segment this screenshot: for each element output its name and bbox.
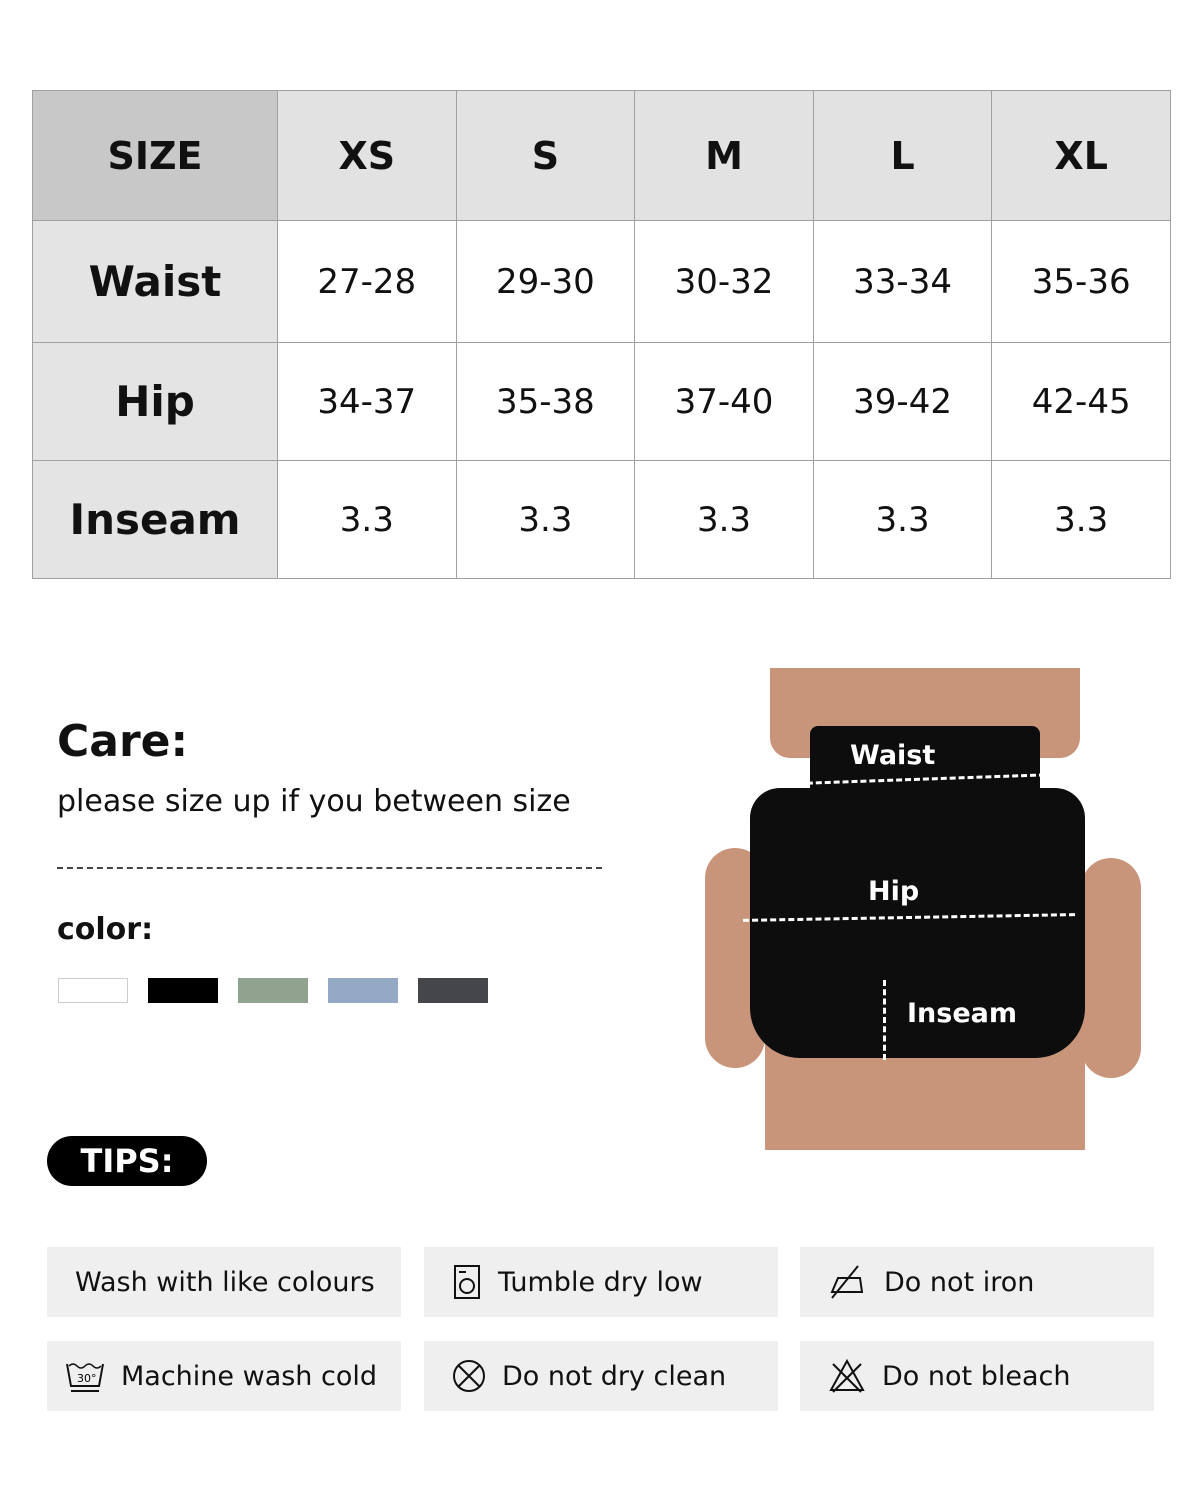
tip-text: Machine wash cold	[121, 1360, 377, 1392]
cell: 29-30	[455, 220, 636, 343]
tips-badge: TIPS:	[47, 1136, 207, 1186]
svg-text:30°: 30°	[77, 1372, 97, 1385]
header-cell: SIZE	[32, 90, 278, 221]
waistband	[810, 726, 1040, 796]
tip-text: Do not bleach	[882, 1360, 1071, 1392]
waist-label: Waist	[850, 740, 936, 771]
cell: 3.3	[634, 460, 814, 579]
cell: 33-34	[812, 220, 993, 343]
product-photo: Waist Hip Inseam	[705, 668, 1141, 1150]
divider	[57, 867, 602, 869]
header-cell: S	[455, 90, 636, 221]
tip-no-iron: Do not iron	[800, 1247, 1154, 1317]
right-arm	[1081, 858, 1141, 1078]
tip-machine-wash: 30° Machine wash cold	[47, 1341, 401, 1411]
wash-30-icon: 30°	[66, 1363, 104, 1392]
tip-text: Wash with like colours	[75, 1266, 375, 1298]
tip-no-dry-clean: Do not dry clean	[424, 1341, 778, 1411]
cell: 30-32	[634, 220, 814, 343]
table-row: Waist 27-28 29-30 30-32 33-34 35-36	[32, 220, 1171, 343]
cell: 42-45	[991, 342, 1171, 461]
cell: 35-38	[455, 342, 636, 461]
inseam-label: Inseam	[907, 998, 1018, 1029]
inseam-line	[883, 980, 886, 1060]
cell: 3.3	[455, 460, 636, 579]
swatch-white	[58, 978, 128, 1003]
cell: 39-42	[812, 342, 993, 461]
tip-no-bleach: Do not bleach	[800, 1341, 1154, 1411]
shorts	[750, 788, 1085, 1058]
cell: 34-37	[277, 342, 457, 461]
tip-text: Do not dry clean	[502, 1360, 727, 1392]
swatch-green	[238, 978, 308, 1003]
header-cell: L	[812, 90, 993, 221]
no-dry-clean-icon	[453, 1360, 485, 1392]
cell: 3.3	[277, 460, 457, 579]
tip-text: Tumble dry low	[498, 1266, 703, 1298]
hip-label: Hip	[868, 876, 920, 907]
cell: 3.3	[991, 460, 1171, 579]
header-cell: M	[634, 90, 814, 221]
header-cell: XS	[277, 90, 457, 221]
tip-wash-like-colours: Wash with like colours	[47, 1247, 401, 1317]
cell: 27-28	[277, 220, 457, 343]
table-row: Hip 34-37 35-38 37-40 39-42 42-45	[32, 342, 1171, 461]
tumble-dry-icon	[454, 1265, 480, 1299]
table-row: Inseam 3.3 3.3 3.3 3.3 3.3	[32, 460, 1171, 579]
tip-tumble-dry: Tumble dry low	[424, 1247, 778, 1317]
row-label: Inseam	[32, 460, 278, 579]
no-iron-icon	[830, 1265, 864, 1299]
table-header-row: SIZE XS S M L XL	[32, 90, 1171, 221]
care-note: please size up if you between size	[57, 784, 571, 819]
row-label: Hip	[32, 342, 278, 461]
swatch-gray	[418, 978, 488, 1003]
swatch-black	[148, 978, 218, 1003]
swatch-blue	[328, 978, 398, 1003]
color-label: color:	[57, 912, 154, 947]
no-bleach-icon	[829, 1358, 865, 1393]
size-chart-table: SIZE XS S M L XL Waist 27-28 29-30 30-32…	[32, 90, 1171, 579]
row-label: Waist	[32, 220, 278, 343]
cell: 3.3	[812, 460, 993, 579]
cell: 35-36	[991, 220, 1171, 343]
tip-text: Do not iron	[884, 1266, 1035, 1298]
care-title: Care:	[57, 716, 189, 767]
cell: 37-40	[634, 342, 814, 461]
header-cell: XL	[991, 90, 1171, 221]
